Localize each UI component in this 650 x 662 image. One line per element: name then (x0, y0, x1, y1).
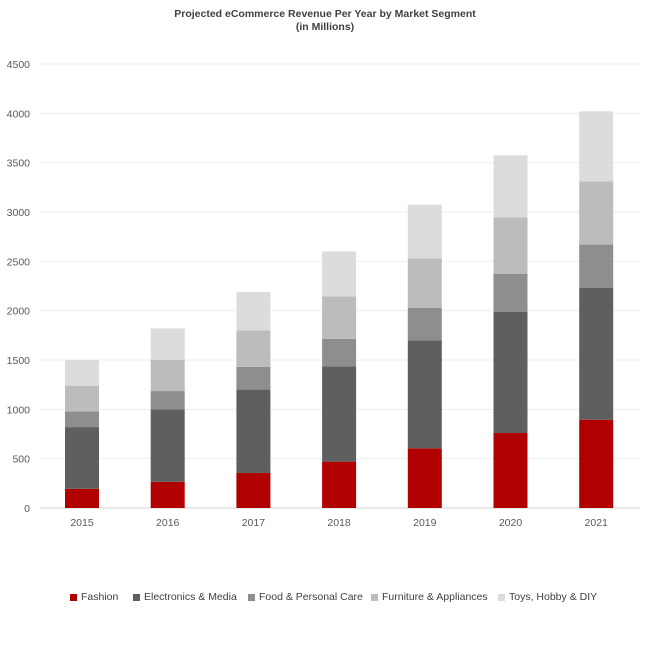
x-tick-label: 2016 (156, 517, 180, 529)
legend-label: Toys, Hobby & DIY (509, 591, 598, 603)
x-tick-label: 2015 (70, 517, 94, 529)
bar-segment (579, 419, 614, 508)
bar-segment (65, 360, 99, 386)
bar-segment (150, 360, 185, 392)
bar-segment (322, 461, 357, 508)
y-tick-label: 2500 (7, 256, 31, 268)
bar-segment (65, 411, 99, 428)
bar-segment (322, 251, 357, 297)
y-tick-label: 4000 (7, 108, 31, 120)
x-tick-label: 2019 (413, 517, 437, 529)
bar-segment (236, 389, 271, 473)
bar-segment (407, 204, 442, 259)
bar-segment (236, 291, 271, 331)
y-tick-label: 2000 (7, 306, 31, 318)
legend-label: Food & Personal Care (259, 591, 363, 603)
legend-swatch (70, 593, 77, 601)
y-axis-ticks: 0 500 1000 1500 2000 2500 3000 3500 4000 4500 (7, 59, 31, 515)
bar-segment (322, 296, 357, 339)
y-tick-label: 1500 (7, 355, 31, 367)
legend-label: Electronics & Media (144, 591, 237, 603)
y-tick-label: 500 (12, 454, 30, 466)
bar-segment (65, 385, 99, 412)
legend-label: Furniture & Appliances (382, 591, 488, 603)
x-axis-ticks: 2015 2016 2017 2018 2019 2020 2021 (70, 517, 608, 529)
y-tick-label: 0 (24, 503, 30, 515)
legend-swatch (371, 593, 378, 601)
legend-swatch (248, 593, 255, 601)
bar-segment (493, 433, 528, 508)
bar-segment (65, 427, 99, 489)
legend-item: Fashion (70, 590, 118, 604)
bar-segment (493, 311, 528, 434)
bar-segment (236, 366, 271, 390)
bars (65, 111, 614, 508)
bar-segment (65, 488, 99, 508)
bar-segment (150, 391, 185, 410)
y-tick-label: 3000 (7, 207, 31, 219)
legend-item: Food & Personal Care (248, 590, 363, 604)
x-tick-label: 2021 (585, 517, 609, 529)
legend-label: Fashion (81, 591, 119, 603)
bar-segment (493, 273, 528, 312)
bar-segment (579, 111, 614, 182)
legend-item: Toys, Hobby & DIY (498, 590, 597, 604)
bar-segment (407, 448, 442, 508)
x-tick-label: 2018 (327, 517, 351, 529)
bar-segment (493, 217, 528, 274)
bar-segment (322, 366, 357, 462)
bar-segment (236, 472, 271, 508)
bar-segment (322, 338, 357, 367)
bar-segment (150, 328, 185, 360)
bar-segment (579, 287, 614, 420)
bar-segment (493, 155, 528, 218)
y-tick-label: 1000 (7, 404, 31, 416)
bar-segment (407, 307, 442, 341)
bar-segment (407, 340, 442, 449)
bar-segment (579, 181, 614, 245)
y-tick-label: 3500 (7, 158, 31, 170)
gridlines (40, 63, 640, 509)
x-tick-label: 2017 (242, 517, 266, 529)
chart-subtitle: (in Millions) (295, 21, 355, 33)
legend-swatch (133, 593, 140, 601)
chart-legend: Fashion Electronics & Media Food & Persona… (0, 590, 650, 604)
bar-segment (579, 244, 614, 288)
bar-segment (236, 330, 271, 367)
bar-segment (150, 409, 185, 482)
y-tick-label: 4500 (7, 59, 31, 71)
bar-segment (150, 481, 185, 508)
chart-title: Projected eCommerce Revenue Per Year by … (174, 8, 476, 20)
legend-item: Furniture & Appliances (371, 590, 488, 604)
bar-segment (407, 258, 442, 308)
legend-item: Electronics & Media (133, 590, 237, 604)
x-tick-label: 2020 (499, 517, 523, 529)
legend-swatch (498, 593, 505, 601)
